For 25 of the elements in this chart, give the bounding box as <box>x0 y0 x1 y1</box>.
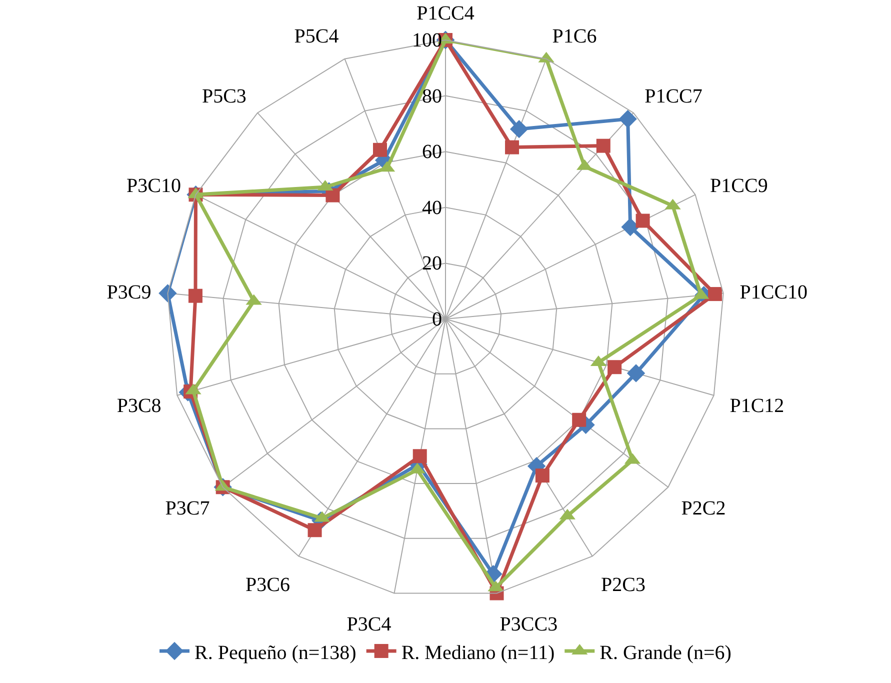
spoke-label: P1CC7 <box>644 85 702 108</box>
y-tick-label: 0 <box>432 308 442 330</box>
spoke-label: P1CC9 <box>710 174 768 197</box>
spoke-label: P2C3 <box>601 574 646 596</box>
spoke-label: P1CC10 <box>740 281 808 304</box>
y-tick-label: 80 <box>422 85 442 108</box>
spoke-label: P3C8 <box>116 395 162 418</box>
y-tick-label: 60 <box>422 141 442 164</box>
y-tick-label: 40 <box>422 196 442 219</box>
spoke-label: P3C9 <box>106 281 152 304</box>
spoke-label: P1CC4 <box>416 2 474 24</box>
spoke-label: P3C7 <box>165 498 210 520</box>
spoke-label: P3C6 <box>245 574 290 596</box>
y-tick-label: 20 <box>422 252 442 275</box>
spoke-label: P3C4 <box>346 613 392 636</box>
spoke-label: P5C4 <box>294 25 339 48</box>
spoke-label: P3CC3 <box>500 613 558 636</box>
legend-label: R. Grande (n=6) <box>600 642 732 664</box>
spoke-label: P1C6 <box>552 25 597 48</box>
spoke-label: P2C2 <box>681 498 726 520</box>
spoke-label: P1C12 <box>730 395 784 418</box>
legend-label: R. Pequeño (n=138) <box>194 642 356 664</box>
spoke-label: P3C10 <box>126 174 181 197</box>
legend-label: R. Mediano (n=11) <box>401 642 555 664</box>
spoke-label: P5C3 <box>202 85 246 108</box>
